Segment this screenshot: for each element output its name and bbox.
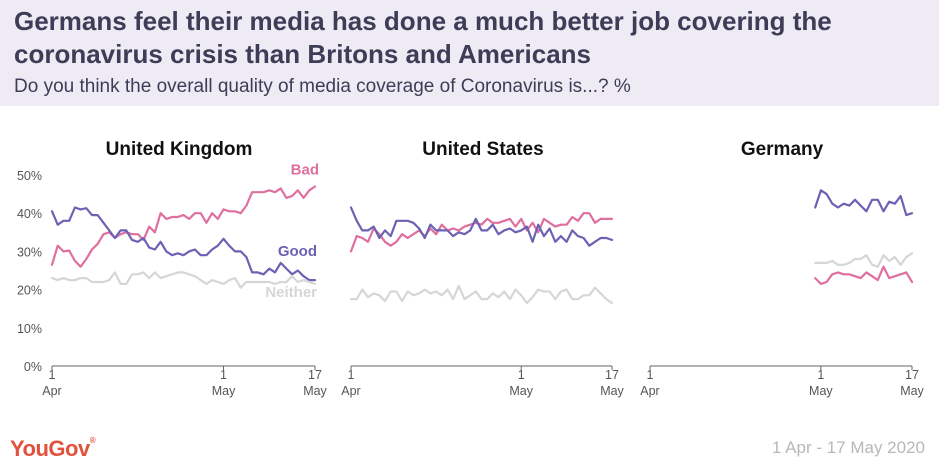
y-tick-label: 0% [24,360,42,374]
series-line-bad [50,185,317,268]
x-tick-label: 1 [647,368,654,382]
x-tick-label: 1 [220,368,227,382]
x-tick-label: Apr [42,384,61,398]
x-tick-label: 1 [518,368,525,382]
x-tick-label: May [600,384,624,398]
y-tick-label: 50% [17,169,42,183]
series-label-bad: Bad [291,161,319,178]
yougov-logo: YouGov® [10,436,96,462]
y-tick-label: 40% [17,207,42,221]
date-range: 1 Apr - 17 May 2020 [771,438,925,457]
x-tick-label: May [303,384,327,398]
x-tick-label: 17 [905,368,919,382]
series-line-neither [50,271,317,289]
panel-title: United Kingdom [106,139,253,160]
chart-subtitle: Do you think the overall quality of medi… [14,76,631,97]
x-tick-label: May [509,384,533,398]
series-line-neither [349,284,614,305]
x-tick-label: Apr [341,384,360,398]
series-label-neither: Neither [265,284,317,301]
registered-mark: ® [89,436,96,445]
series-line-bad [814,265,914,285]
x-tick-label: 17 [308,368,322,382]
x-tick-label: 17 [605,368,619,382]
chart-panel-1: United States 1 Apr 1 May 17 May [341,139,624,398]
chart-panel-0: United Kingdom 0% 10% 20% 30% 40% 50% 1 Apr 1 May 1… [17,139,328,398]
x-tick-label: 1 [348,368,355,382]
y-tick-label: 10% [17,322,42,336]
x-tick-label: May [212,384,236,398]
series-line-bad [349,212,614,253]
y-tick-label: 20% [17,284,42,298]
chart-title: Germans feel their media has done a much… [14,6,832,69]
series-line-good [349,206,614,247]
panel-title: Germany [741,139,824,160]
series-line-good [50,206,317,282]
x-tick-label: 1 [49,368,56,382]
y-tick-label: 30% [17,245,42,259]
series-line-good [814,189,914,217]
chart-panel-2: Germany 1 Apr 1 May 17 May [640,139,924,398]
series-label-good: Good [278,243,317,260]
x-tick-label: 1 [817,368,824,382]
x-tick-label: May [809,384,833,398]
series-line-neither [814,252,914,268]
x-tick-label: May [900,384,924,398]
logo-text: YouGov [10,436,90,461]
panel-title: United States [422,139,543,160]
x-tick-label: Apr [640,384,659,398]
header-banner: Germans feel their media has done a much… [0,0,939,106]
